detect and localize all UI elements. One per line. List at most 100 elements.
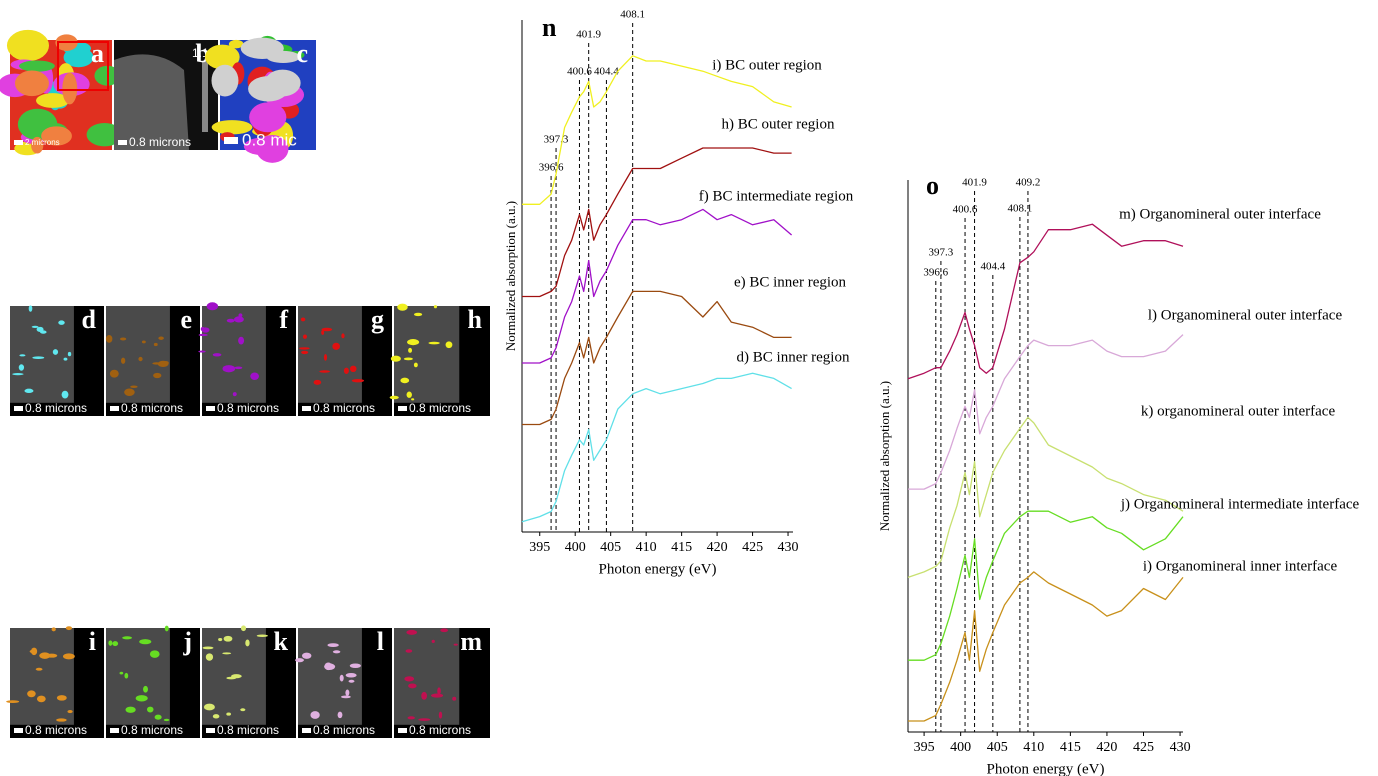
phase-blob [40, 330, 47, 334]
x-axis-label: Photon energy (eV) [986, 761, 1104, 776]
phase-blob [56, 695, 67, 701]
phase-blob [228, 39, 244, 49]
phase-blob [63, 357, 68, 361]
panel-letter: c [296, 39, 308, 68]
image-panel: i 0.8 microns [6, 626, 104, 738]
phase-blob [141, 340, 146, 344]
series-label: d) BC inner region [737, 349, 850, 365]
panel-field [106, 306, 170, 403]
spectrum-line [522, 147, 792, 298]
phase-blob [234, 316, 244, 323]
phase-blob [256, 134, 289, 163]
phase-blob [67, 710, 73, 714]
phase-blob [389, 395, 399, 400]
marker-label: 397.3 [544, 134, 569, 146]
spectrum-line [522, 55, 792, 205]
phase-blob [295, 658, 304, 663]
panel-letter: d [82, 305, 97, 334]
phase-blob [32, 356, 45, 360]
panel-field [394, 306, 460, 403]
phase-blob [122, 636, 133, 640]
phase-blob [413, 362, 418, 368]
panel-field [114, 54, 189, 150]
panel-field [202, 306, 266, 403]
panel-title: o [926, 171, 939, 200]
spectrum-line [522, 290, 792, 426]
phase-blob [332, 342, 340, 350]
phase-blob [31, 325, 39, 328]
marker-label: 400.6 [953, 204, 978, 216]
phase-blob [234, 366, 243, 370]
marker-label: 401.9 [576, 29, 601, 41]
x-tick-label: 410 [1023, 740, 1044, 755]
phase-blob [351, 378, 365, 383]
phase-blob [340, 695, 351, 699]
phase-blob [211, 64, 239, 97]
phase-blob [390, 355, 401, 362]
phase-blob [240, 708, 246, 712]
scale-label: 0.8 microns [121, 723, 183, 737]
phase-blob [19, 354, 26, 357]
phase-blob [299, 347, 310, 350]
phase-blob [39, 652, 51, 659]
marker-label: 396.6 [923, 267, 948, 279]
scale-label: 0.8 microns [25, 723, 87, 737]
scale-label: 0.8 microns [313, 723, 375, 737]
phase-blob [428, 341, 440, 345]
panel-letter: g [371, 305, 384, 334]
phase-blob [158, 336, 164, 340]
series-label: f) BC intermediate region [699, 188, 854, 204]
scale-bar [14, 140, 23, 145]
marker-label: 404.4 [594, 66, 619, 78]
phase-blob [349, 365, 357, 373]
phase-blob [348, 679, 355, 683]
phase-blob [36, 93, 70, 108]
phase-blob [249, 102, 287, 133]
phase-blob [256, 634, 268, 637]
image-panel: c 0.8 mic [205, 35, 316, 163]
phase-blob [310, 711, 320, 719]
phase-blob [198, 333, 208, 337]
phase-blob [445, 341, 453, 349]
phase-blob [324, 662, 333, 671]
image-panel: j 0.8 microns [106, 625, 200, 738]
phase-blob [24, 388, 34, 394]
phase-blob [203, 703, 215, 711]
phase-blob [120, 357, 126, 364]
phase-blob [345, 672, 357, 678]
phase-blob [146, 706, 154, 713]
phase-blob [226, 318, 235, 323]
scale-bar [224, 137, 238, 144]
phase-blob [14, 70, 49, 97]
series-label: j) Organomineral intermediate interface [1120, 496, 1360, 512]
marker-label: 408.1 [1008, 203, 1033, 215]
series-label: k) organomineral outer interface [1141, 403, 1336, 419]
phase-blob [124, 388, 135, 397]
phase-blob [403, 357, 413, 361]
scale-label: 0.8 microns [217, 401, 279, 415]
x-tick-label: 430 [778, 540, 799, 555]
marker-label: 404.4 [980, 261, 1005, 273]
phase-blob [232, 392, 237, 397]
phase-blob [222, 365, 236, 373]
phase-blob [18, 364, 25, 371]
panel-field [298, 306, 362, 403]
phase-blob [222, 652, 232, 655]
phase-blob [452, 696, 457, 701]
x-tick-label: 400 [950, 740, 971, 755]
image-panel: a 2 microns [0, 29, 123, 156]
x-tick-label: 425 [1133, 740, 1154, 755]
phase-blob [345, 689, 350, 696]
phase-blob [143, 685, 148, 693]
scale-label: 0.8 mic [242, 130, 297, 149]
phase-blob [62, 653, 75, 660]
phase-blob [67, 351, 72, 357]
spectrum-line [908, 510, 1184, 661]
series-label: i) BC outer region [712, 57, 822, 73]
phase-blob [164, 625, 169, 632]
phase-blob [339, 674, 344, 682]
x-tick-label: 420 [1096, 740, 1117, 755]
phase-blob [108, 640, 113, 646]
x-tick-label: 430 [1170, 740, 1191, 755]
